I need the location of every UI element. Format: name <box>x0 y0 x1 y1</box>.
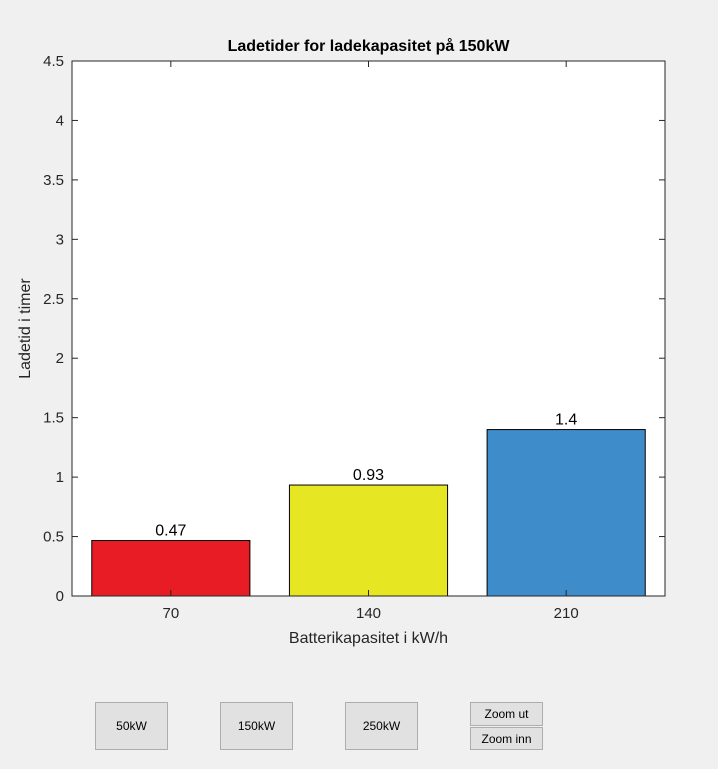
y-tick-label: 1.5 <box>43 410 64 427</box>
bars-group <box>91 429 646 597</box>
charge-250kw-button[interactable]: 250kW <box>345 702 418 750</box>
x-tick-label: 140 <box>356 605 381 622</box>
y-tick-label: 2 <box>56 350 64 367</box>
charge-50kw-button[interactable]: 50kW <box>95 702 168 750</box>
bar-chart: 0.47 0.93 1.4 0 0.5 1 1.5 2 2.5 3 3.5 4 4.5 70 140 21… <box>17 37 666 647</box>
y-tick-label: 4 <box>56 112 64 129</box>
zoom-out-button[interactable]: Zoom ut <box>470 702 543 726</box>
bar-210 <box>486 429 646 597</box>
x-tick-label: 210 <box>554 605 579 622</box>
chart-title: Ladetider for ladekapasitet på 150kW <box>228 37 511 55</box>
bar-70 <box>91 540 251 597</box>
bar-value-label-70: 0.47 <box>155 523 186 540</box>
y-tick-label: 1 <box>56 469 64 486</box>
bar-value-label-140: 0.93 <box>353 467 384 484</box>
bar-labels-group: 0.47 0.93 1.4 <box>155 412 577 540</box>
x-axis-label: Batterikapasitet i kW/h <box>289 630 448 647</box>
y-tick-label: 3.5 <box>43 172 64 189</box>
y-tick-label: 3 <box>56 231 64 248</box>
y-tick-label: 4.5 <box>43 53 64 70</box>
axes-box <box>71 60 666 597</box>
zoom-in-button[interactable]: Zoom inn <box>470 727 543 750</box>
y-axis-label: Ladetid i timer <box>17 278 34 379</box>
y-tick-label: 0 <box>56 588 64 605</box>
y-tick-label: 2.5 <box>43 291 64 308</box>
y-tick-labels: 0 0.5 1 1.5 2 2.5 3 3.5 4 4.5 <box>43 53 64 605</box>
x-tick-label: 70 <box>162 605 179 622</box>
y-tick-label: 0.5 <box>43 529 64 546</box>
charge-150kw-button[interactable]: 150kW <box>220 702 293 750</box>
x-tick-labels: 70 140 210 <box>162 605 578 622</box>
bar-140 <box>288 484 449 597</box>
bar-value-label-210: 1.4 <box>555 412 577 429</box>
